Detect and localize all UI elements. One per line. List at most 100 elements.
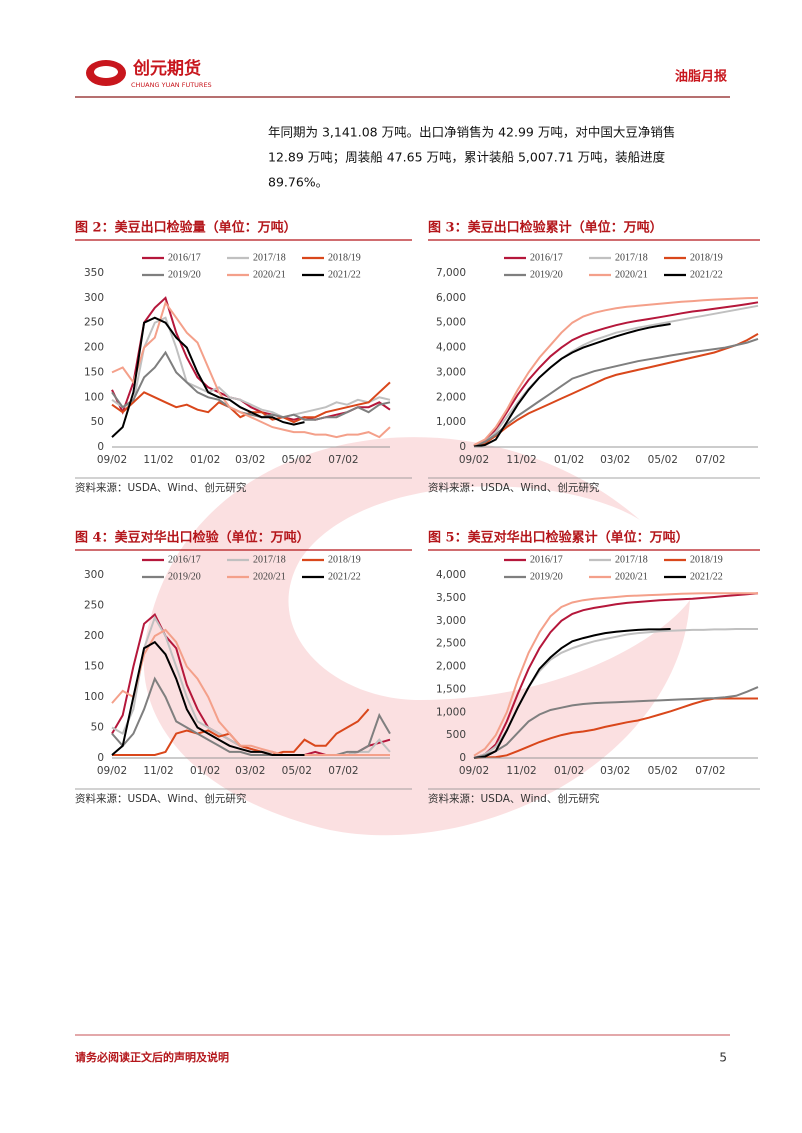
legend-label: 2020/21: [253, 571, 286, 582]
x-tick-label: 07/02: [328, 454, 358, 466]
legend-label: 2021/22: [328, 269, 361, 280]
x-tick-label: 05/02: [648, 454, 678, 466]
logo-english: CHUANG YUAN FUTURES: [131, 81, 212, 89]
y-tick-label: 300: [84, 569, 104, 581]
legend-label: 2021/22: [690, 269, 723, 280]
series-line: [111, 296, 391, 421]
page-number: 5: [719, 1051, 727, 1065]
legend-label: 2016/17: [530, 554, 563, 565]
series-line: [111, 300, 391, 439]
y-tick-label: 250: [84, 600, 104, 612]
legend-label: 2020/21: [615, 571, 648, 582]
y-tick-label: 0: [97, 752, 104, 764]
legend-label: 2017/18: [615, 252, 648, 263]
figure-title: 图 3：美豆出口检验累计（单位：万吨）: [428, 220, 663, 236]
x-tick-label: 01/02: [190, 454, 220, 466]
legend-label: 2018/19: [690, 554, 723, 565]
legend-label: 2019/20: [530, 571, 563, 582]
source-note: 资料来源：USDA、Wind、创元研究: [428, 481, 600, 494]
series-line: [111, 350, 391, 421]
x-tick-label: 03/02: [600, 454, 630, 466]
series-line: [473, 592, 758, 757]
legend-label: 2016/17: [168, 252, 201, 263]
body-line: 年同期为 3,141.08 万吨。出口净销售为 42.99 万吨，对中国大豆净销…: [268, 125, 675, 140]
x-tick-label: 09/02: [459, 454, 489, 466]
series-line: [473, 301, 759, 447]
legend-label: 2019/20: [168, 571, 201, 582]
legend-label: 2019/20: [530, 269, 563, 280]
report-name: 油脂月报: [675, 69, 728, 85]
series-line: [473, 628, 671, 759]
legend-label: 2017/18: [615, 554, 648, 565]
series-line: [473, 333, 759, 447]
x-tick-label: 01/02: [554, 765, 584, 777]
y-tick-label: 500: [446, 729, 466, 741]
legend-label: 2018/19: [328, 252, 361, 263]
y-tick-label: 350: [84, 267, 104, 279]
source-note: 资料来源：USDA、Wind、创元研究: [75, 481, 247, 494]
y-tick-label: 150: [84, 366, 104, 378]
y-tick-label: 100: [84, 391, 104, 403]
series-line: [473, 697, 758, 759]
x-tick-label: 03/02: [235, 765, 265, 777]
legend-label: 2020/21: [615, 269, 648, 280]
x-tick-label: 05/02: [282, 765, 312, 777]
legend-label: 2020/21: [253, 269, 286, 280]
body-line: 89.76%。: [268, 175, 328, 190]
y-tick-label: 50: [91, 722, 104, 734]
legend-label: 2019/20: [168, 269, 201, 280]
x-tick-label: 11/02: [506, 454, 536, 466]
disclaimer: 请务必阅读正文后的声明及说明: [75, 1050, 229, 1064]
legend-label: 2017/18: [253, 554, 286, 565]
x-tick-label: 01/02: [190, 765, 220, 777]
x-tick-label: 09/02: [459, 765, 489, 777]
logo: [86, 60, 126, 86]
y-tick-label: 7,000: [436, 267, 466, 279]
figure-title: 图 2：美豆出口检验量（单位：万吨）: [75, 220, 297, 236]
legend-label: 2018/19: [328, 554, 361, 565]
x-tick-label: 09/02: [97, 454, 127, 466]
y-tick-label: 0: [459, 441, 466, 453]
legend-label: 2016/17: [530, 252, 563, 263]
series-line: [111, 640, 305, 756]
watermark: [143, 437, 690, 836]
legend-label: 2021/22: [328, 571, 361, 582]
legend-label: 2016/17: [168, 554, 201, 565]
y-tick-label: 4,000: [436, 342, 466, 354]
figure-title: 图 5：美豆对华出口检验累计（单位：万吨）: [428, 530, 689, 546]
x-tick-label: 09/02: [97, 765, 127, 777]
x-tick-label: 03/02: [235, 454, 265, 466]
x-tick-label: 07/02: [328, 765, 358, 777]
x-tick-label: 03/02: [600, 765, 630, 777]
y-tick-label: 0: [97, 441, 104, 453]
series-line: [111, 676, 391, 756]
legend-label: 2018/19: [690, 252, 723, 263]
x-tick-label: 05/02: [282, 454, 312, 466]
y-tick-label: 150: [84, 661, 104, 673]
y-tick-label: 300: [84, 292, 104, 304]
x-tick-label: 05/02: [648, 765, 678, 777]
y-tick-label: 6,000: [436, 292, 466, 304]
series-line: [473, 304, 759, 447]
x-tick-label: 11/02: [143, 454, 173, 466]
series-line: [473, 686, 759, 759]
y-tick-label: 250: [84, 317, 104, 329]
y-tick-label: 0: [459, 752, 466, 764]
y-tick-label: 1,500: [436, 683, 466, 695]
y-tick-label: 3,500: [436, 592, 466, 604]
series-line: [111, 316, 305, 438]
y-tick-label: 50: [91, 416, 104, 428]
x-tick-label: 07/02: [695, 454, 725, 466]
y-tick-label: 1,000: [436, 416, 466, 428]
y-tick-label: 1,000: [436, 706, 466, 718]
x-tick-label: 11/02: [506, 765, 536, 777]
legend-label: 2021/22: [690, 571, 723, 582]
y-tick-label: 2,000: [436, 661, 466, 673]
y-tick-label: 100: [84, 691, 104, 703]
source-note: 资料来源：USDA、Wind、创元研究: [428, 792, 600, 805]
series-line: [473, 323, 671, 448]
series-line: [473, 592, 759, 759]
series-line: [473, 296, 759, 446]
figure-title: 图 4：美豆对华出口检验（单位：万吨）: [75, 530, 310, 546]
